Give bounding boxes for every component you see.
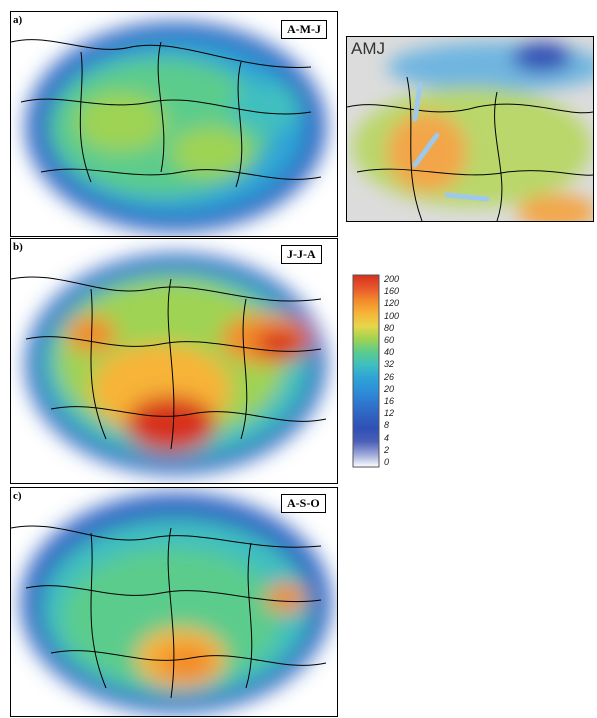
panel-b-map: b) J-J-A — [10, 238, 338, 484]
legend-tick-label: 40 — [384, 347, 395, 358]
panel-b-heatmap — [11, 254, 327, 474]
legend-tick-label: 160 — [384, 286, 400, 297]
panel-a-season: A-M-J — [281, 20, 327, 39]
legend-tick-label: 20 — [384, 383, 395, 394]
inset-amj-map: AMJ — [346, 36, 594, 222]
inset-amj-heatmap — [347, 37, 593, 221]
color-scale-legend: 200 160 120 100 80 60 40 32 26 20 16 12 8 4 2 0 — [352, 274, 412, 468]
legend-tick-label: 26 — [384, 371, 395, 382]
panel-a-heatmap — [11, 22, 326, 232]
legend-tick-label: 2 — [384, 444, 390, 455]
panel-b-label: b) — [13, 241, 23, 253]
legend-tick-label: 120 — [384, 298, 400, 309]
panel-a-label: a) — [13, 14, 23, 26]
panel-c-label: c) — [13, 490, 22, 502]
legend-tick-label: 100 — [384, 310, 400, 321]
legend-tick-label: 12 — [384, 408, 395, 419]
legend-tick-label: 200 — [384, 274, 400, 284]
legend-tick-label: 16 — [384, 396, 395, 406]
panel-a-map: a) A-M-J — [10, 11, 338, 237]
panel-c-map: c) A-S-O — [10, 487, 338, 717]
inset-amj-title: AMJ — [351, 39, 385, 58]
color-scale-bar — [352, 274, 380, 468]
panel-c-season: A-S-O — [281, 494, 326, 513]
panel-c-heatmap — [11, 493, 331, 713]
legend-tick-label: 32 — [384, 359, 395, 370]
legend-tick-label: 4 — [384, 432, 390, 443]
panel-b-season: J-J-A — [281, 245, 322, 264]
legend-tick-label: 60 — [384, 335, 395, 345]
legend-tick-label: 0 — [384, 457, 390, 467]
legend-tick-label: 8 — [384, 420, 390, 431]
legend-tick-label: 80 — [384, 322, 395, 333]
